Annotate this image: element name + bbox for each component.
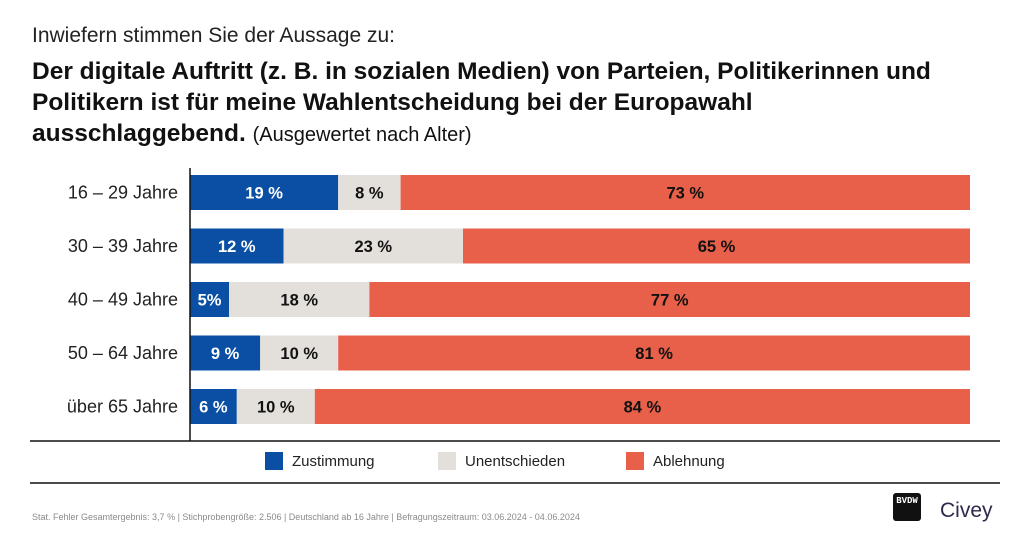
bar-unentschieden-1: [338, 175, 401, 210]
data-label-unentschieden-2: 23 %: [354, 238, 392, 256]
bar-unentschieden-3: [229, 282, 370, 317]
bvdw-logo: BVDW: [893, 493, 921, 521]
data-label-zustimmung-5: 6 %: [199, 399, 228, 417]
bar-zustimmung-5: [190, 389, 237, 424]
data-label-ablehnung-1: 73 %: [666, 185, 704, 203]
category-label-5: über 65 Jahre: [67, 397, 178, 417]
data-label-ablehnung-2: 65 %: [698, 238, 736, 256]
data-label-unentschieden-5: 10 %: [257, 399, 295, 417]
legend-label-zustimmung: Zustimmung: [292, 452, 375, 470]
data-label-unentschieden-3: 18 %: [280, 292, 318, 310]
data-label-ablehnung-4: 81 %: [635, 345, 673, 363]
data-label-zustimmung-1: 19 %: [245, 185, 283, 203]
bar-zustimmung-2: [190, 228, 284, 264]
data-label-zustimmung-3: 5%: [198, 292, 222, 310]
legend-swatch-zustimmung: [265, 452, 283, 470]
bar-unentschieden-4: [260, 335, 339, 371]
data-label-unentschieden-4: 10 %: [280, 345, 318, 363]
data-label-ablehnung-3: 77 %: [651, 292, 689, 310]
bar-unentschieden-2: [283, 228, 463, 264]
chart-title-main: Der digitale Auftritt (z. B. in sozialen…: [32, 58, 931, 147]
chart-subtitle: (Ausgewertet nach Alter): [252, 124, 472, 146]
chart-pretitle: Inwiefern stimmen Sie der Aussage zu:: [32, 24, 396, 47]
data-label-zustimmung-2: 12 %: [218, 238, 256, 256]
legend-swatch-ablehnung: [626, 452, 644, 470]
bar-ablehnung-5: [314, 389, 970, 424]
category-label-2: 30 – 39 Jahre: [68, 236, 178, 256]
bar-zustimmung-3: [190, 282, 229, 317]
legend-swatch-unentschieden: [438, 452, 456, 470]
data-label-ablehnung-5: 84 %: [624, 399, 662, 417]
data-label-zustimmung-4: 9 %: [211, 345, 240, 363]
bar-ablehnung-2: [463, 228, 970, 264]
chart-title: Der digitale Auftritt (z. B. in sozialen…: [32, 56, 932, 151]
bar-ablehnung-3: [369, 282, 970, 317]
bar-zustimmung-4: [190, 335, 261, 371]
category-label-1: 16 – 29 Jahre: [68, 183, 178, 203]
legend-label-unentschieden: Unentschieden: [465, 452, 566, 470]
bvdw-logo-text: BVDW: [896, 496, 918, 506]
chart-legend: Zustimmung Unentschieden Ablehnung: [0, 452, 1030, 476]
legend-label-ablehnung: Ablehnung: [653, 452, 725, 470]
data-label-unentschieden-1: 8 %: [355, 185, 384, 203]
category-label-3: 40 – 49 Jahre: [68, 290, 178, 310]
legend-item-zustimmung: Zustimmung: [265, 452, 375, 470]
category-label-4: 50 – 64 Jahre: [68, 343, 178, 363]
bar-unentschieden-5: [236, 389, 315, 424]
legend-item-unentschieden: Unentschieden: [438, 452, 565, 470]
footnote: Stat. Fehler Gesamtergebnis: 3,7 % | Sti…: [32, 512, 580, 522]
bar-ablehnung-4: [338, 335, 970, 371]
legend-item-ablehnung: Ablehnung: [626, 452, 725, 470]
bar-zustimmung-1: [190, 175, 339, 210]
civey-logo: Civey: [940, 499, 993, 522]
bar-ablehnung-1: [400, 175, 971, 210]
